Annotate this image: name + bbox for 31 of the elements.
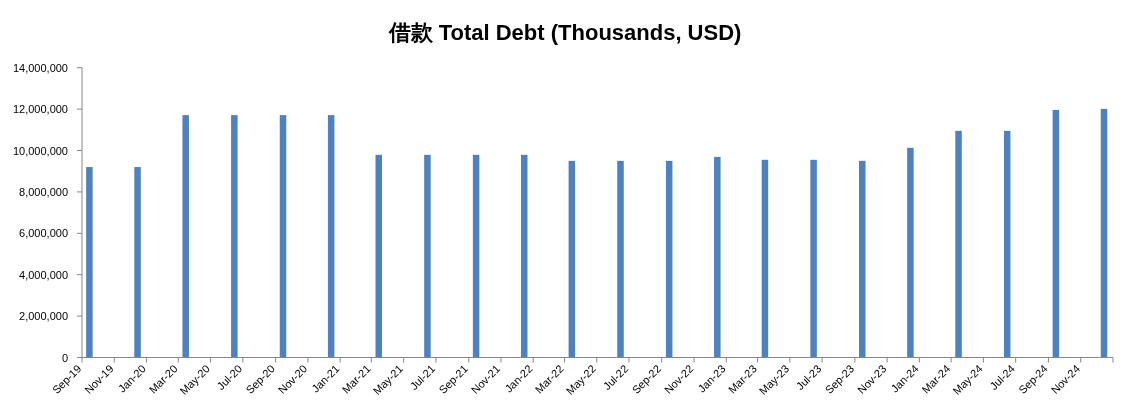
title: 借款 Total Debt (Thousands, USD) — [388, 20, 742, 45]
bar — [859, 160, 866, 358]
bar — [1100, 108, 1108, 358]
bar — [182, 115, 189, 358]
bar — [279, 115, 287, 358]
bar — [810, 159, 817, 358]
bar — [472, 154, 480, 358]
bar — [520, 154, 528, 358]
bar — [327, 115, 335, 358]
bar — [86, 167, 93, 358]
bar — [231, 115, 238, 358]
bar — [714, 156, 721, 358]
bar — [375, 154, 383, 358]
bar — [568, 160, 576, 358]
y-tick: 6,000,000 — [19, 227, 68, 240]
y-tick: 8,000,000 — [19, 185, 68, 198]
bar — [134, 167, 141, 358]
bar — [665, 160, 673, 358]
y-tick: 12,000,000 — [12, 103, 68, 116]
bar — [1052, 109, 1060, 358]
y-tick: 14,000,000 — [12, 61, 68, 74]
bar — [955, 130, 962, 358]
bar — [907, 147, 914, 358]
y-tick: 0 — [61, 351, 68, 364]
bar — [617, 160, 624, 358]
bar — [1003, 130, 1011, 358]
y-tick: 4,000,000 — [19, 268, 68, 281]
bar — [424, 154, 431, 358]
bar — [761, 159, 769, 358]
y-tick: 2,000,000 — [19, 310, 68, 323]
y-tick: 10,000,000 — [12, 144, 68, 157]
